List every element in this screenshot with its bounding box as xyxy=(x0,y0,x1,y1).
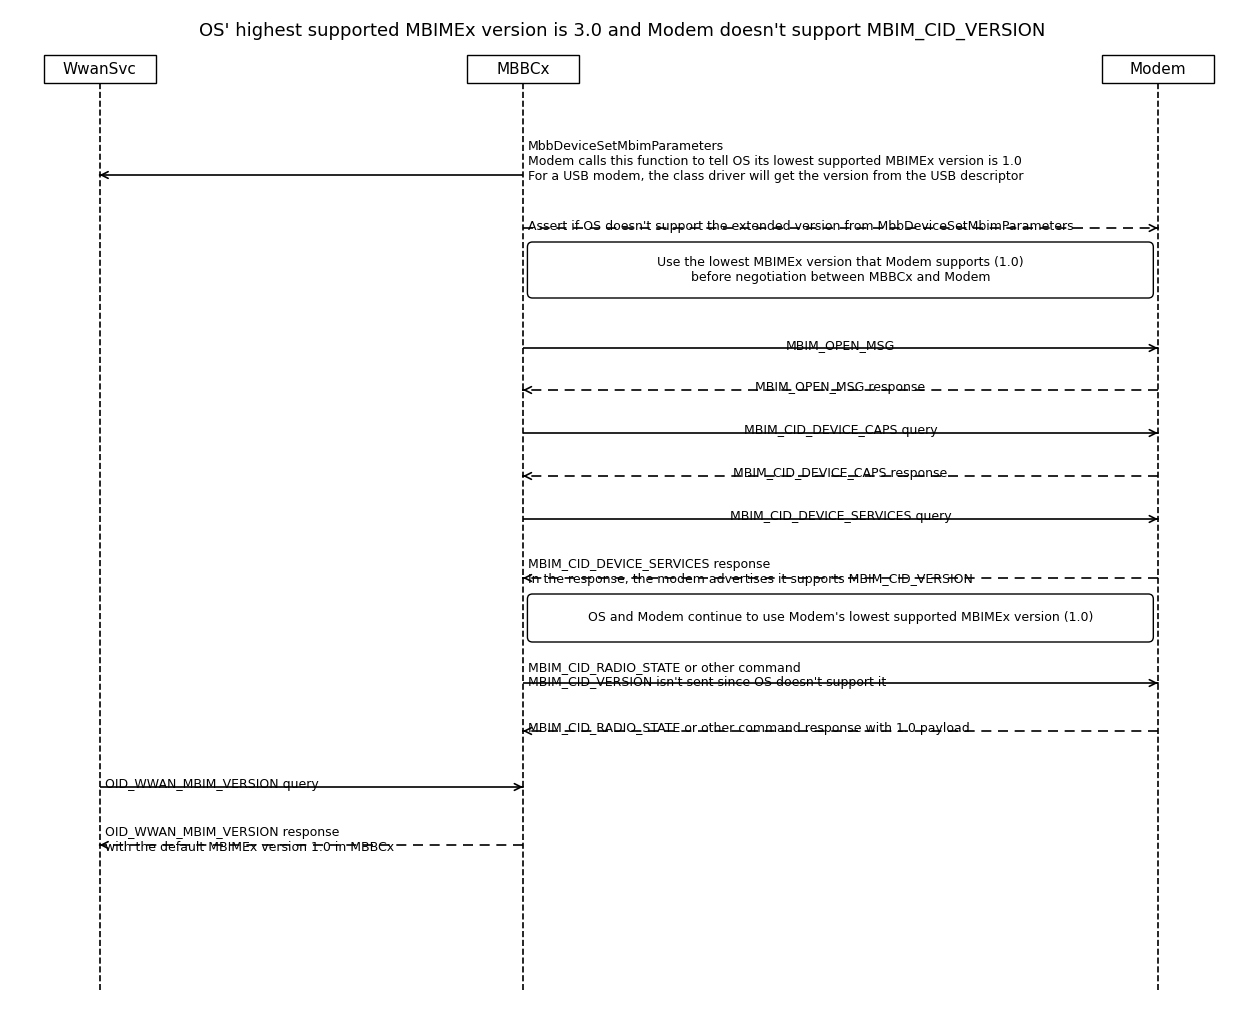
FancyBboxPatch shape xyxy=(44,55,156,83)
Text: Assert if OS doesn't support the extended version from MbbDeviceSetMbimParameter: Assert if OS doesn't support the extende… xyxy=(528,220,1073,233)
Text: MBIM_OPEN_MSG response: MBIM_OPEN_MSG response xyxy=(756,381,925,394)
Text: MBIM_CID_DEVICE_CAPS query: MBIM_CID_DEVICE_CAPS query xyxy=(743,424,937,437)
Text: MbbDeviceSetMbimParameters
Modem calls this function to tell OS its lowest suppo: MbbDeviceSetMbimParameters Modem calls t… xyxy=(528,140,1023,183)
FancyBboxPatch shape xyxy=(528,594,1153,642)
Text: OS and Modem continue to use Modem's lowest supported MBIMEx version (1.0): OS and Modem continue to use Modem's low… xyxy=(588,612,1093,625)
FancyBboxPatch shape xyxy=(467,55,579,83)
Text: Modem: Modem xyxy=(1129,61,1186,77)
Text: MBIM_OPEN_MSG: MBIM_OPEN_MSG xyxy=(786,339,895,352)
Text: Use the lowest MBIMEx version that Modem supports (1.0)
before negotiation betwe: Use the lowest MBIMEx version that Modem… xyxy=(657,256,1023,284)
FancyBboxPatch shape xyxy=(528,242,1153,298)
FancyBboxPatch shape xyxy=(1102,55,1214,83)
Text: OID_WWAN_MBIM_VERSION response
with the default MBIMEx version 1.0 in MBBCx: OID_WWAN_MBIM_VERSION response with the … xyxy=(105,826,393,854)
Text: WwanSvc: WwanSvc xyxy=(62,61,137,77)
Text: MBIM_CID_DEVICE_SERVICES query: MBIM_CID_DEVICE_SERVICES query xyxy=(730,510,951,523)
Text: MBBCx: MBBCx xyxy=(497,61,549,77)
Text: MBIM_CID_DEVICE_SERVICES response
In the response, the modem advertises it suppo: MBIM_CID_DEVICE_SERVICES response In the… xyxy=(528,558,972,586)
Text: OID_WWAN_MBIM_VERSION query: OID_WWAN_MBIM_VERSION query xyxy=(105,778,319,791)
Text: MBIM_CID_DEVICE_CAPS response: MBIM_CID_DEVICE_CAPS response xyxy=(733,467,947,480)
Text: OS' highest supported MBIMEx version is 3.0 and Modem doesn't support MBIM_CID_V: OS' highest supported MBIMEx version is … xyxy=(199,22,1046,40)
Text: MBIM_CID_RADIO_STATE or other command
MBIM_CID_VERSION isn't sent since OS doesn: MBIM_CID_RADIO_STATE or other command MB… xyxy=(528,661,886,689)
Text: MBIM_CID_RADIO_STATE or other command response with 1.0 payload: MBIM_CID_RADIO_STATE or other command re… xyxy=(528,722,970,735)
